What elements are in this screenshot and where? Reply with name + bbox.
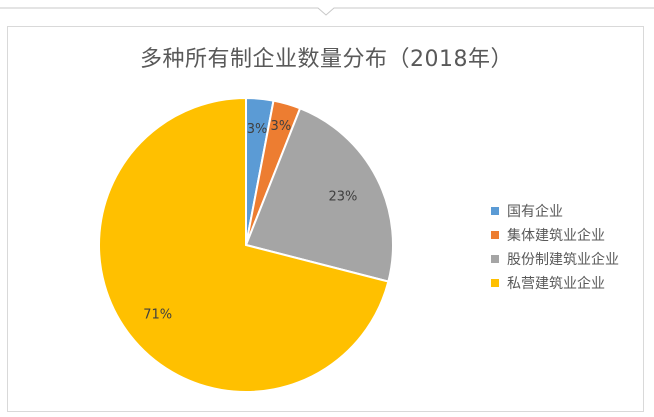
data-label-joint-stock: 23% <box>328 190 357 205</box>
legend-swatch <box>491 278 499 287</box>
data-label-private: 71% <box>143 307 172 322</box>
legend-swatch <box>491 230 499 239</box>
legend-item-state-owned: 国有企业 <box>491 201 619 220</box>
data-label-state-owned: 3% <box>247 122 268 137</box>
chart-frame: 多种所有制企业数量分布（2018年） 3% 3% 23% 71% 国有企业集体建筑业企… <box>7 26 644 412</box>
pie-slice-joint-stock <box>244 107 394 283</box>
chart-title: 多种所有制企业数量分布（2018年） <box>140 47 513 72</box>
legend: 国有企业集体建筑业企业 股份制建筑业企业 私营建筑业企业 <box>491 201 619 297</box>
pie-slice-private <box>98 96 390 393</box>
top-divider <box>0 7 654 16</box>
legend-item-collective: 集体建筑业企业 <box>491 225 619 244</box>
legend-label: 私营建筑业企业 <box>507 275 605 292</box>
legend-label: 集体建筑业企业 <box>507 227 605 244</box>
legend-item-private: 私营建筑业企业 <box>491 273 619 292</box>
data-label-collective: 3% <box>271 119 292 134</box>
legend-label: 国有企业 <box>507 203 563 220</box>
pie-chart: 3% 3% 23% 71% <box>98 96 394 393</box>
legend-item-joint-stock: 股份制建筑业企业 <box>491 249 619 268</box>
legend-swatch <box>491 254 499 263</box>
legend-label: 股份制建筑业企业 <box>507 251 619 268</box>
legend-swatch <box>491 206 499 215</box>
